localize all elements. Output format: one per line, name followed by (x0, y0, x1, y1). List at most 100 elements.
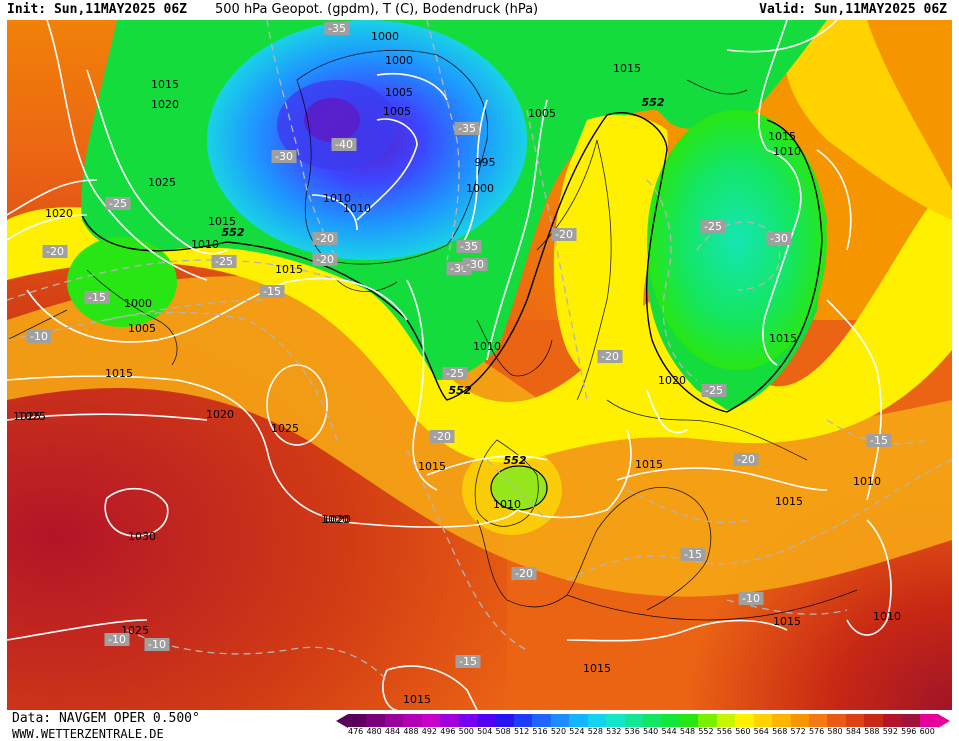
scale-right-arrow-icon (938, 714, 950, 728)
isotherm-label-text: -10 (148, 638, 166, 651)
isobar-label: 1020 (206, 408, 234, 421)
isotherm-label: -10 (144, 638, 170, 651)
isotherm-label: -25 (700, 220, 726, 233)
scale-swatch (643, 714, 662, 727)
isobar-label: 1015 (775, 495, 803, 508)
isotherm-label-box (733, 453, 759, 466)
scale-tick-label: 500 (458, 727, 474, 736)
scale-tick-label: 588 (864, 727, 880, 736)
isotherm-label-box (680, 548, 706, 561)
scale-tick-label: 552 (698, 727, 714, 736)
isobar-label-text: 1015 (151, 78, 179, 91)
isotherm-label-box (866, 434, 892, 447)
scale-tick-label: 548 (679, 727, 696, 736)
isobar-label-text: 1005 (528, 107, 556, 120)
isobar-label-text: 1025 (271, 422, 299, 435)
isotherm-label-text: -20 (737, 453, 755, 466)
iberian-yellow (462, 445, 562, 535)
isobar-label: 1015 (635, 458, 663, 471)
isotherm-label-box (462, 258, 488, 271)
isobar-label-text: 1010 (493, 498, 521, 511)
color-scale-legend: 476 480 484 488 492 496 500 504 508 512 516 520 524 5… (336, 714, 956, 740)
scale-tick-label: 572 (790, 727, 806, 736)
contour-552-label-text: 552 (222, 226, 245, 239)
scale-tick-label: 580 (827, 727, 843, 736)
contour-552-label: 552 (222, 226, 245, 239)
isobar-label: 1025 (13, 410, 41, 423)
isotherm-label-text: -35 (328, 22, 346, 35)
isobar-label: 1005 (385, 86, 413, 99)
isobar-label-text: 995 (475, 156, 496, 169)
isobar-label: 1005 (383, 105, 411, 118)
scale-tick-label: 528 (587, 727, 603, 736)
isobar-label: 1000 (466, 182, 494, 195)
isotherm-label: -15 (455, 655, 481, 668)
isotherm-label-text: -30 (466, 258, 484, 271)
valid-time: Valid: Sun,11MAY2025 06Z (759, 2, 947, 17)
isobar-label-text: 1005 (383, 105, 411, 118)
isotherm-label-text: -20 (316, 232, 334, 245)
scale-swatch (845, 714, 865, 727)
isobar-label: 1010 (773, 145, 801, 158)
isobar-label: 1015 (773, 615, 801, 628)
isobar-label: 1015 (403, 693, 431, 706)
scale-swatch (735, 714, 754, 727)
init-time: Init: Sun,11MAY2025 06Z (7, 2, 188, 17)
isobar-label: 1015 (105, 367, 133, 380)
isotherm-label-box (456, 240, 482, 253)
isobar-label-text: 1030 (128, 530, 156, 543)
scale-ticks: 476 480 484 488 492 496 500 504 508 512 516 520 524 5… (348, 727, 938, 736)
isotherm-label-text: -20 (316, 253, 334, 266)
isobar-label: 1010 (343, 202, 371, 215)
russia-low (647, 110, 827, 370)
isobar-label-text: 1015 (583, 662, 611, 675)
scale-swatch (661, 714, 680, 727)
isobar-label-text: 1020 (321, 513, 349, 526)
isotherm-label-box (271, 150, 297, 163)
scale-tick-label: 556 (716, 727, 733, 736)
isobar-label-text: 1025 (148, 176, 176, 189)
isotherm-label-text: -15 (263, 285, 281, 298)
scale-swatch (716, 714, 736, 727)
isobar-label-text: 1015 (769, 332, 797, 345)
labrador-low (67, 237, 177, 327)
scale-swatch (624, 714, 643, 727)
isotherm-label: -20 (429, 430, 455, 443)
isobar-label-text: 1015 (775, 495, 803, 508)
contour-552-label: 552 (449, 384, 472, 397)
isobar-label-text: 1005 (385, 86, 413, 99)
isotherm-label-box (26, 330, 52, 343)
isotherm-label-text: -20 (555, 228, 573, 241)
isotherm-label: -35 (456, 240, 482, 253)
isotherm-label: -25 (701, 384, 727, 397)
isotherm-label: -35 (324, 22, 350, 35)
isotherm-label: -40 (331, 138, 357, 151)
isobar-label: 1015 (583, 662, 611, 675)
isotherm-label: -20 (511, 567, 537, 580)
isotherm-label: -20 (733, 453, 759, 466)
scale-swatch (587, 714, 607, 727)
scale-tick-label: 516 (532, 727, 548, 736)
isotherm-label: -20 (551, 228, 577, 241)
contour-552-label: 552 (642, 96, 665, 109)
isotherm-label-text: -40 (335, 138, 353, 151)
isotherm-label-box (454, 122, 480, 135)
isotherm-label-text: -20 (46, 245, 64, 258)
scale-swatch (790, 714, 809, 727)
isotherm-label-text: -15 (88, 291, 106, 304)
isotherm-label: -30 (766, 232, 792, 245)
isotherm-label: -25 (211, 255, 237, 268)
isotherm-label-box (597, 350, 623, 363)
scale-swatch (513, 714, 533, 727)
isotherm-label-text: -25 (109, 197, 127, 210)
isobar-label-text: 1000 (385, 54, 413, 67)
isotherm-label-box (429, 430, 455, 443)
scale-tick-label: 600 (919, 727, 935, 736)
isobar-label-text: 1010 (323, 192, 351, 205)
isotherm-label-box (700, 220, 726, 233)
data-source: Data: NAVGEM OPER 0.500° (12, 711, 200, 726)
isobar-label-text: 1020 (658, 374, 686, 387)
isotherm-label-text: -20 (433, 430, 451, 443)
scale-tick-label: 564 (753, 727, 769, 736)
isotherm-label: -20 (312, 253, 338, 266)
